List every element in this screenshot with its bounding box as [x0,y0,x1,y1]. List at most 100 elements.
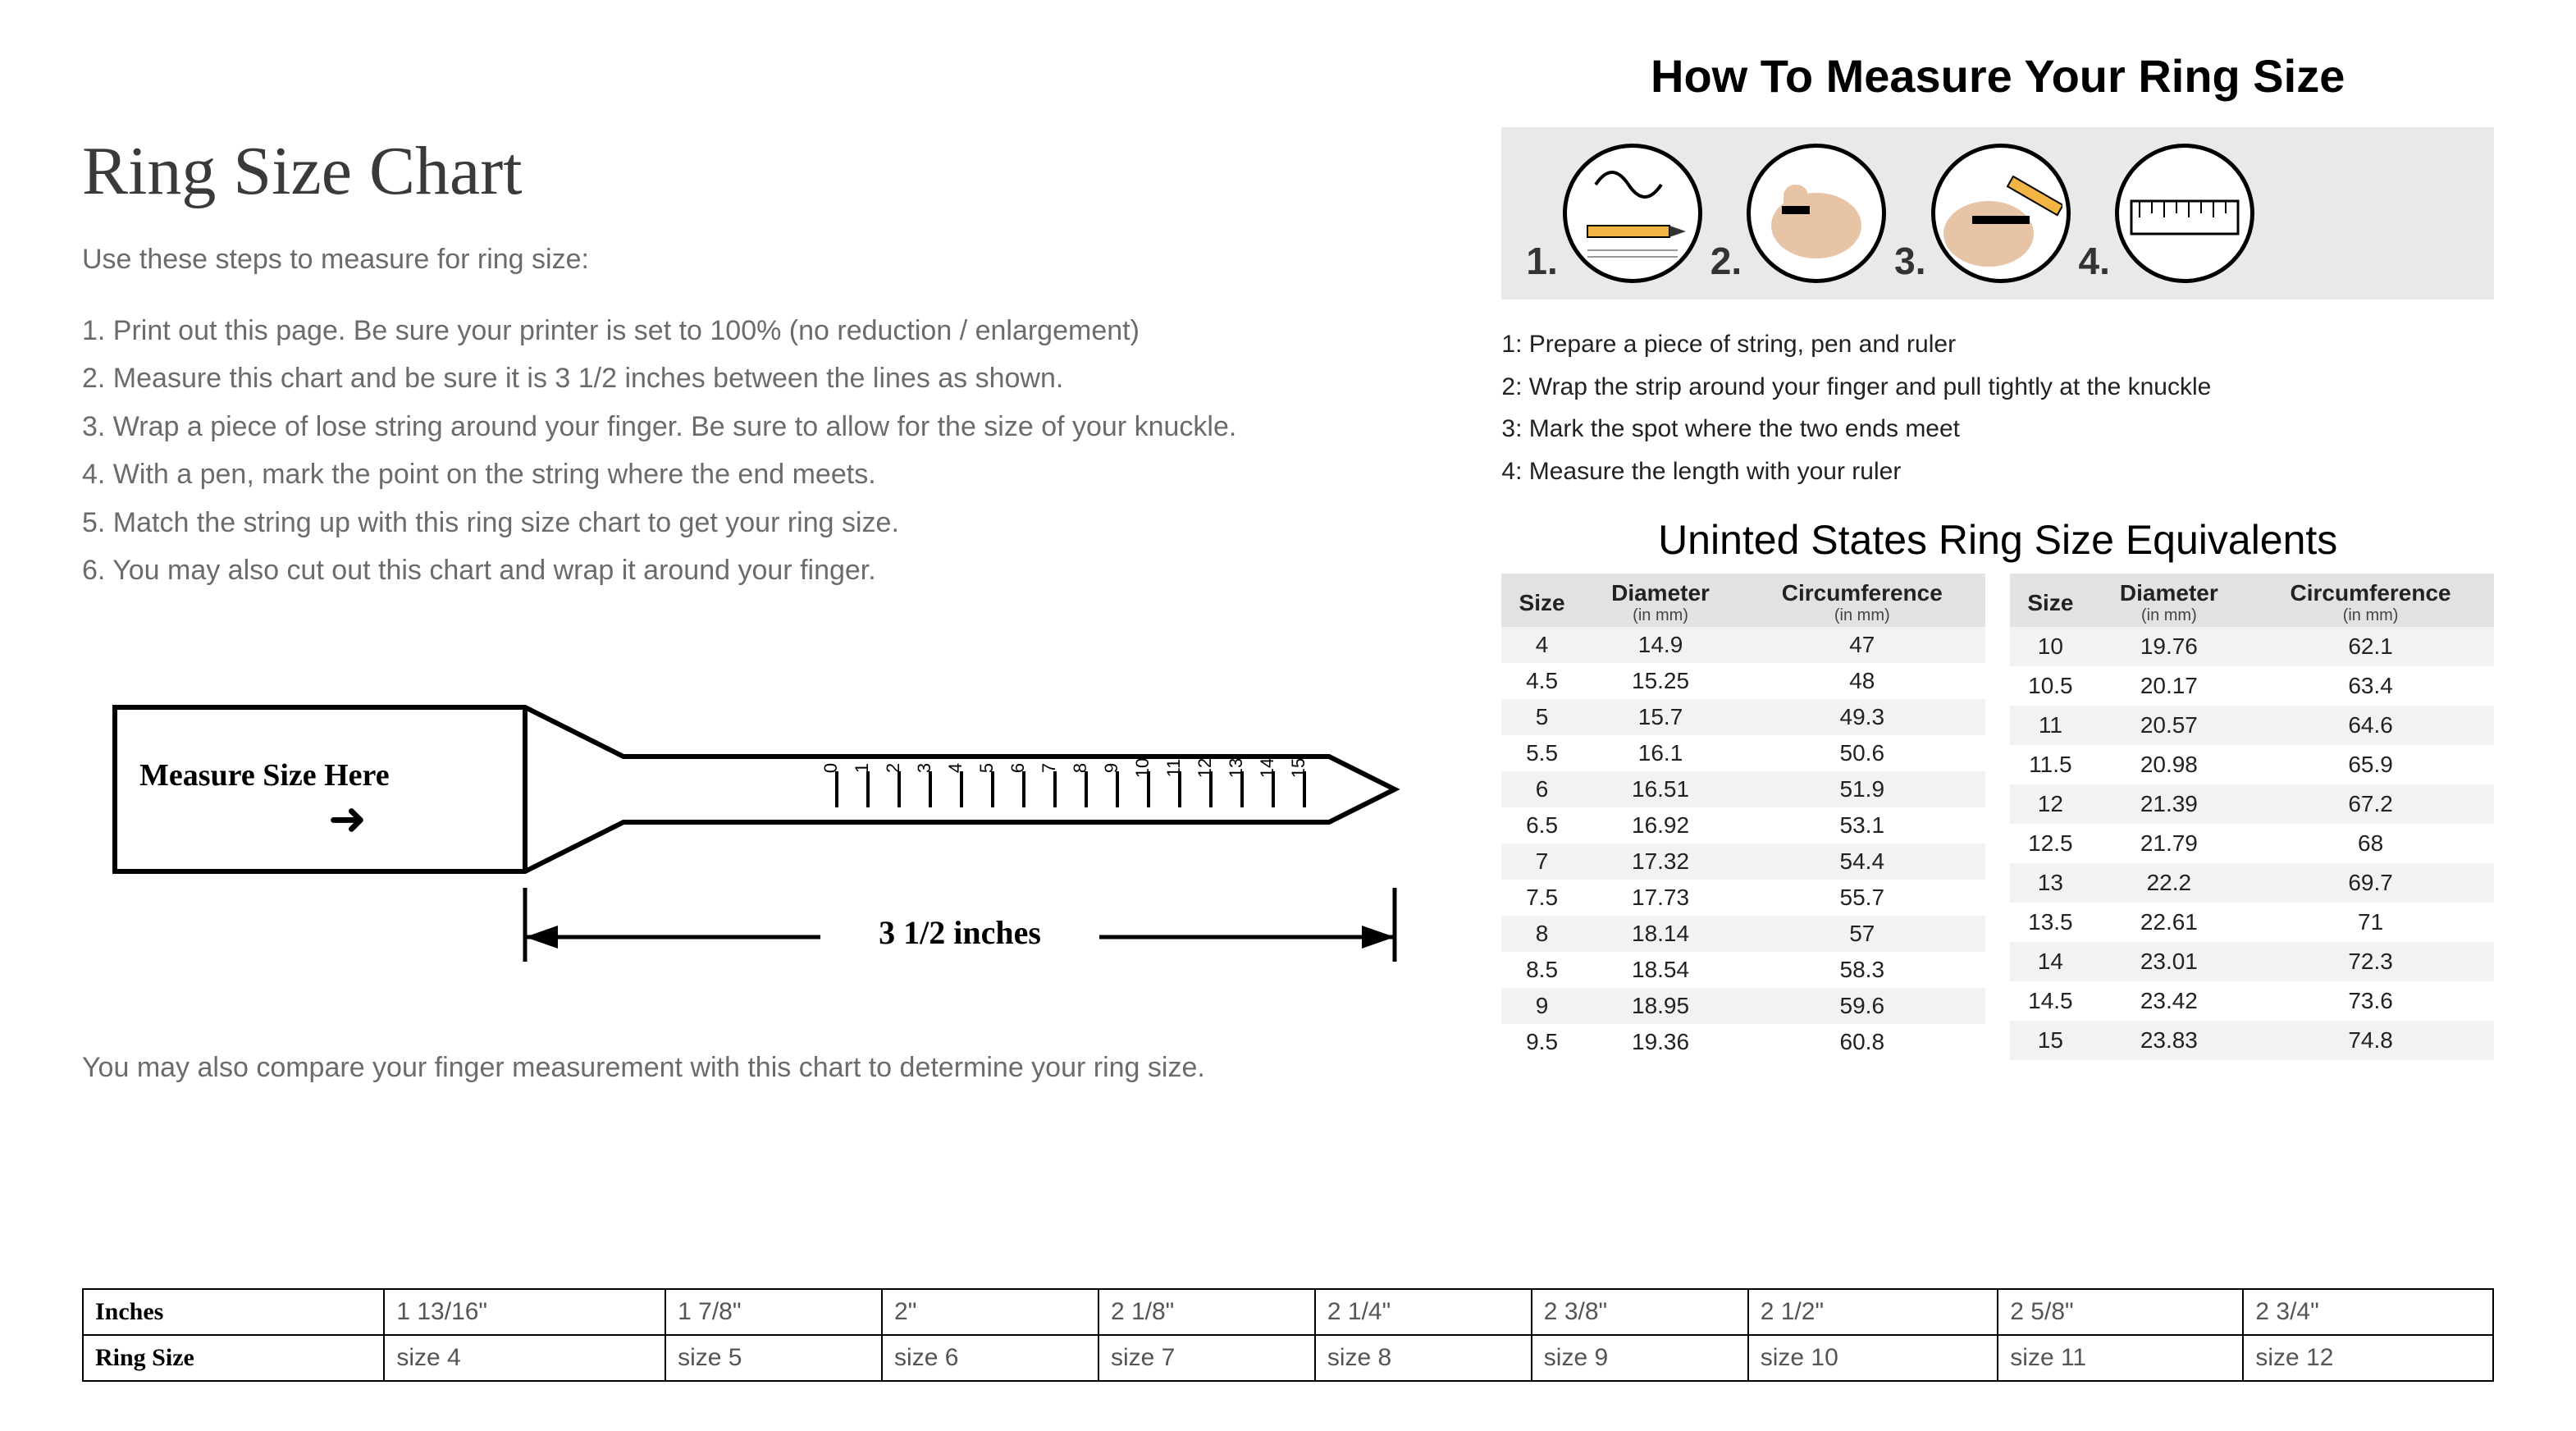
table-cell: size 7 [1098,1335,1315,1381]
table-cell: 14 [2010,942,2090,981]
table-cell: 8.5 [1501,952,1582,988]
th-diameter: Diameter(in mm) [2091,574,2248,627]
table-cell: 23.42 [2091,981,2248,1021]
table-cell: 13 [2010,863,2090,903]
table-cell: 47 [1738,627,1985,663]
equivalents-tables: Size Diameter(in mm) Circumference(in mm… [1501,574,2494,1060]
ruler-ticks: 0123456789101112131415 [820,758,1309,807]
table-cell: 51.9 [1738,771,1985,807]
step-number: 3. [1894,239,1925,283]
tick-label: 0 [820,763,841,773]
table-cell: 68 [2247,824,2494,863]
table-cell: 57 [1738,916,1985,952]
table-cell: 15 [2010,1021,2090,1060]
left-column: Ring Size Chart Use these steps to measu… [82,33,1452,1084]
table-cell: 73.6 [2247,981,2494,1021]
th-diameter: Diameter(in mm) [1583,574,1739,627]
table-cell: 4 [1501,627,1582,663]
table-cell: 69.7 [2247,863,2494,903]
step-number: 1. [1526,239,1557,283]
table-row: 7.517.7355.7 [1501,880,1985,916]
two-column-layout: Ring Size Chart Use these steps to measu… [82,33,2494,1084]
tick-label: 6 [1007,763,1028,773]
table-cell: 18.95 [1583,988,1739,1024]
pencil-string-icon [1571,152,1694,275]
table-cell: 12.5 [2010,824,2090,863]
step-circle-icon [2115,144,2254,283]
table-cell: 18.54 [1583,952,1739,988]
th-circumference: Circumference(in mm) [2247,574,2494,627]
table-cell: 58.3 [1738,952,1985,988]
ruler-diagram: Measure Size Here ➜ 01234567891011121314… [98,691,1452,986]
table-cell: size 6 [882,1335,1098,1381]
table-cell: 59.6 [1738,988,1985,1024]
table-cell: 67.2 [2247,784,2494,824]
table-cell: 16.51 [1583,771,1739,807]
measure-here-label: Measure Size Here [139,758,390,793]
table-cell: size 5 [665,1335,882,1381]
step-circle-icon [1747,144,1886,283]
table-cell: 19.36 [1583,1024,1739,1060]
table-cell: 9 [1501,988,1582,1024]
table-row: 918.9559.6 [1501,988,1985,1024]
table-row: Ring Size size 4size 5size 6size 7size 8… [83,1335,2493,1381]
th-size: Size [1501,574,1582,627]
table-cell: 6.5 [1501,807,1582,844]
table-row: 1221.3967.2 [2010,784,2494,824]
table-row: 818.1457 [1501,916,1985,952]
table-row: 13.522.6171 [2010,903,2494,942]
howto-title: How To Measure Your Ring Size [1501,49,2494,103]
table-cell: 1 13/16" [384,1289,665,1335]
step-circle-icon [1931,144,2071,283]
table-cell: 23.83 [2091,1021,2248,1060]
right-column: How To Measure Your Ring Size 1. [1501,33,2494,1084]
table-cell: 20.57 [2091,706,2248,745]
step-number: 2. [1710,239,1742,283]
table-cell: 49.3 [1738,699,1985,735]
table-cell: 55.7 [1738,880,1985,916]
table-cell: 11.5 [2010,745,2090,784]
table-cell: 9.5 [1501,1024,1582,1060]
instruction-step: 6. You may also cut out this chart and w… [82,548,1452,592]
table-cell: 63.4 [2247,666,2494,706]
instruction-step: 4. With a pen, mark the point on the str… [82,452,1452,496]
table-cell: size 11 [1998,1335,2243,1381]
table-cell: 19.76 [2091,627,2248,666]
table-cell: size 8 [1315,1335,1532,1381]
tick-label: 14 [1257,758,1277,778]
row-header-inches: Inches [83,1289,384,1335]
howto-step: 2: Wrap the strip around your finger and… [1501,367,2494,408]
table-cell: size 9 [1532,1335,1748,1381]
table-cell: 17.32 [1583,844,1739,880]
intro-text: Use these steps to measure for ring size… [82,244,1452,276]
equivalents-title: Uninted States Ring Size Equivalents [1501,516,2494,564]
table-cell: size 12 [2243,1335,2493,1381]
table-row: 5.516.150.6 [1501,735,1985,771]
table-cell: 5 [1501,699,1582,735]
table-row: 1120.5764.6 [2010,706,2494,745]
table-cell: 14.5 [2010,981,2090,1021]
table-cell: 48 [1738,663,1985,699]
table-cell: 2 3/8" [1532,1289,1748,1335]
table-cell: 22.2 [2091,863,2248,903]
table-cell: size 10 [1748,1335,1998,1381]
howto-step-4: 4. [2079,144,2254,283]
table-cell: 20.17 [2091,666,2248,706]
table-cell: 22.61 [2091,903,2248,942]
table-cell: 21.79 [2091,824,2248,863]
table-cell: 14.9 [1583,627,1739,663]
tick-label: 3 [914,763,934,773]
compare-text: You may also compare your finger measure… [82,1052,1452,1084]
table-cell: 7.5 [1501,880,1582,916]
table-row: 1019.7662.1 [2010,627,2494,666]
table-row: 9.519.3660.8 [1501,1024,1985,1060]
table-cell: 15.7 [1583,699,1739,735]
table-row: 515.749.3 [1501,699,1985,735]
instruction-step: 2. Measure this chart and be sure it is … [82,356,1452,400]
table-cell: 5.5 [1501,735,1582,771]
tick-label: 13 [1226,758,1246,778]
howto-step: 3: Mark the spot where the two ends meet [1501,409,2494,450]
table-row: Inches 1 13/16"1 7/8"2"2 1/8"2 1/4"2 3/8… [83,1289,2493,1335]
instruction-steps: 1. Print out this page. Be sure your pri… [82,309,1452,592]
tick-label: 11 [1163,759,1184,778]
